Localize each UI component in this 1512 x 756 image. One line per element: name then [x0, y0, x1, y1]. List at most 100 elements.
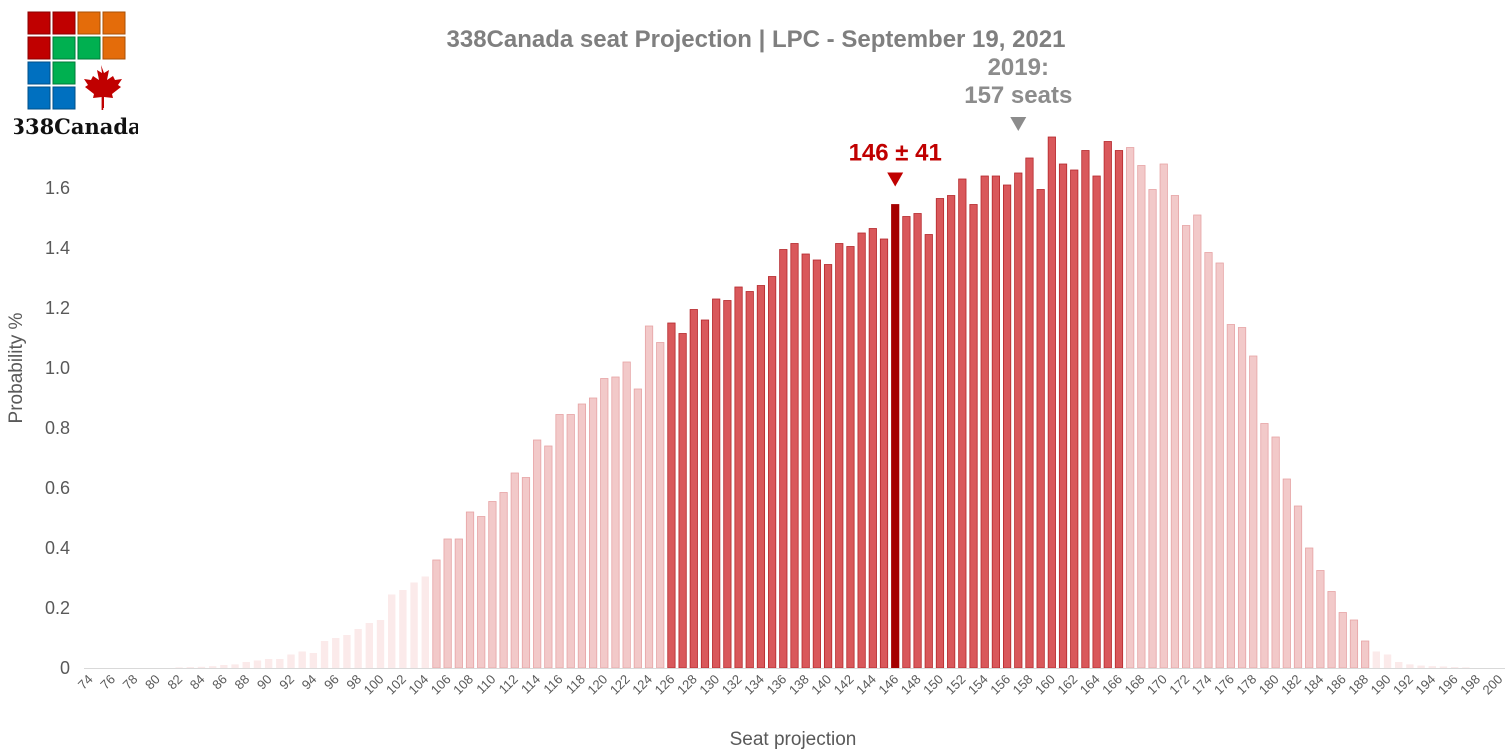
x-tick-label: 178: [1233, 672, 1259, 698]
bar: [231, 664, 239, 668]
bar: [991, 175, 1000, 669]
bar: [1215, 262, 1224, 669]
bar: [1081, 150, 1090, 669]
bar: [1182, 225, 1191, 669]
bar: [689, 309, 698, 669]
bar: [947, 195, 956, 669]
x-tick-label: 82: [164, 672, 185, 693]
bar: [186, 667, 194, 668]
bar: [745, 291, 754, 669]
x-tick-label: 182: [1278, 672, 1304, 698]
bar: [1047, 136, 1056, 669]
bar: [1462, 667, 1470, 668]
bar: [879, 238, 889, 669]
y-axis-label: Probability %: [6, 312, 27, 423]
bar: [622, 361, 631, 669]
x-tick-label: 110: [473, 672, 498, 697]
x-tick-label: 170: [1144, 672, 1170, 698]
bar: [846, 246, 855, 669]
x-tick-label: 152: [943, 672, 969, 698]
bar: [958, 178, 967, 669]
bar: [1170, 195, 1180, 669]
x-tick-label: 86: [209, 672, 230, 693]
bar: [1126, 147, 1135, 669]
x-tick-label: 172: [1166, 672, 1192, 698]
bar: [756, 285, 766, 669]
bar: [611, 376, 620, 669]
x-tick-label: 130: [696, 672, 722, 698]
x-tick-label: 106: [428, 672, 454, 698]
bar: [1025, 157, 1034, 669]
bar: [801, 253, 810, 669]
bar: [902, 216, 911, 669]
x-tick-label: 192: [1390, 672, 1416, 698]
x-tick-label: 140: [808, 672, 834, 698]
x-tick-label: 196: [1435, 672, 1461, 698]
bar: [1349, 619, 1359, 669]
y-tick-label: 1.0: [45, 358, 70, 378]
x-tick-label: 136: [763, 672, 789, 698]
bar: [633, 388, 642, 669]
bar: [924, 234, 933, 669]
x-tick-label: 160: [1032, 672, 1058, 698]
bar: [332, 638, 340, 668]
bar: [320, 641, 329, 668]
bar: [354, 629, 362, 668]
x-tick-label: 112: [496, 672, 521, 697]
bar: [835, 243, 844, 669]
x-tick-label: 120: [584, 672, 610, 698]
x-tick-label: 94: [299, 672, 320, 693]
x-tick-label: 100: [361, 672, 387, 698]
bar: [1092, 175, 1101, 669]
x-tick-label: 84: [187, 672, 208, 693]
bar: [1002, 184, 1012, 669]
bar: [1137, 165, 1146, 669]
logo-tiles: [27, 11, 126, 110]
x-tick-label: 148: [898, 672, 924, 698]
logo-tile: [52, 61, 76, 85]
y-tick-label: 0.8: [45, 418, 70, 438]
x-tick-label: 118: [563, 672, 588, 697]
x-tick-label: 166: [1099, 672, 1125, 698]
y-tick-label: 0.2: [45, 598, 70, 618]
x-tick-label: 124: [629, 672, 655, 698]
bar: [1316, 570, 1325, 669]
bar: [376, 620, 385, 668]
bar: [768, 276, 777, 669]
logo-tile: [102, 11, 126, 35]
bar: [1395, 662, 1403, 668]
bar: [544, 445, 553, 669]
x-tick-label: 132: [719, 672, 745, 698]
bar: [891, 204, 900, 669]
bar: [264, 659, 273, 668]
bar: [465, 511, 475, 669]
bar: [1428, 666, 1436, 668]
bar: [667, 322, 676, 669]
x-tick-label: 138: [786, 672, 812, 698]
bar: [1226, 324, 1235, 669]
x-tick-label: 104: [405, 672, 431, 698]
bar: [388, 594, 396, 668]
x-tick-label: 142: [831, 672, 857, 698]
logo-tile: [52, 86, 76, 110]
x-tick-label: 176: [1211, 672, 1237, 698]
x-tick-label: 102: [383, 672, 409, 698]
bar: [1070, 169, 1079, 669]
bar: [197, 666, 206, 668]
bar: [477, 516, 486, 669]
bar: [443, 538, 452, 669]
x-tick-label: 158: [1010, 672, 1036, 698]
x-tick-label: 186: [1323, 672, 1349, 698]
y-tick-label: 0: [60, 658, 70, 678]
bar: [454, 538, 463, 669]
previous-result-seats: 157 seats: [964, 82, 1072, 109]
bar: [577, 403, 587, 669]
logo-tile: [102, 36, 126, 60]
bar: [1372, 651, 1381, 668]
bar: [287, 654, 295, 668]
bar: [1293, 505, 1303, 669]
x-tick-label: 108: [450, 672, 476, 698]
bar: [589, 397, 598, 669]
bar: [1204, 252, 1213, 669]
